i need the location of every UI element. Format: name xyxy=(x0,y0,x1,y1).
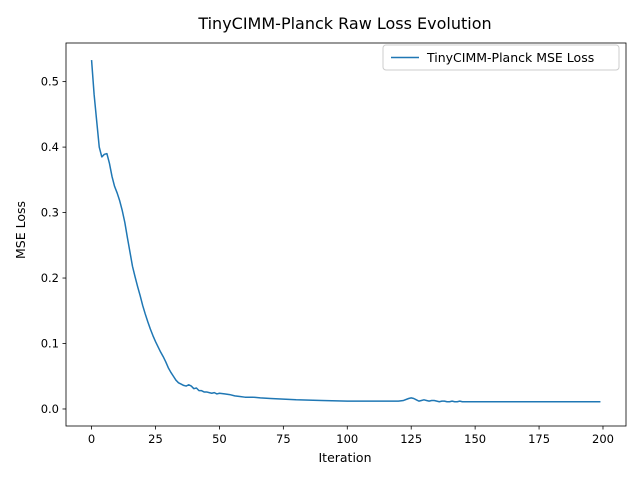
legend-label: TinyCIMM-Planck MSE Loss xyxy=(426,50,594,65)
y-tick-label: 0.0 xyxy=(41,402,59,416)
series-line-0 xyxy=(90,59,601,403)
axes-frame xyxy=(65,42,627,427)
y-tick-label: 0.5 xyxy=(41,75,59,89)
plot-area: 0 25 50 75 100 125 150 175 200 0.0 0.1 0.2 0.3 0.4 0.5… xyxy=(41,42,627,446)
y-axis-label: MSE Loss xyxy=(13,201,28,259)
x-tick-label: 150 xyxy=(464,432,486,446)
x-tick-label: 100 xyxy=(336,432,358,446)
x-axis-label: Iteration xyxy=(318,450,371,465)
x-tick-label: 125 xyxy=(400,432,422,446)
x-tick-label: 75 xyxy=(276,432,291,446)
x-tick-label: 175 xyxy=(528,432,550,446)
legend-box xyxy=(382,44,620,71)
y-tick-label: 0.2 xyxy=(41,271,59,285)
x-tick-label: 0 xyxy=(88,432,95,446)
x-tick-label: 50 xyxy=(212,432,227,446)
x-tick-label: 25 xyxy=(148,432,163,446)
y-tick-label: 0.3 xyxy=(41,206,59,220)
x-tick-label: 200 xyxy=(592,432,614,446)
y-tick-label: 0.4 xyxy=(41,140,59,154)
y-tick-label: 0.1 xyxy=(41,337,59,351)
chart-title: TinyCIMM-Planck Raw Loss Evolution xyxy=(197,14,491,33)
